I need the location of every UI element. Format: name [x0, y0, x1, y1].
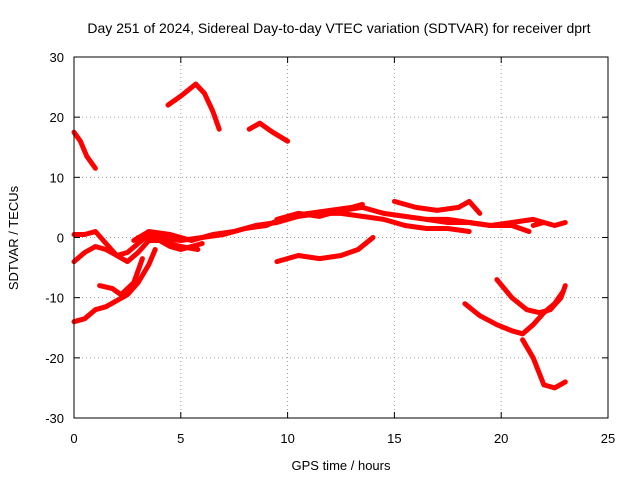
- x-tick-label: 20: [494, 431, 508, 446]
- data-track-16: [494, 277, 568, 316]
- y-tick-label: 30: [50, 50, 64, 65]
- chart-title: Day 251 of 2024, Sidereal Day-to-day VTE…: [87, 20, 590, 36]
- axis-ticks: 0 5 10 15 20 25 -30 -20 -10 0 10 20 30: [45, 50, 615, 446]
- x-tick-label: 25: [601, 431, 615, 446]
- y-tick-label: 0: [57, 231, 64, 246]
- data-track-2: [165, 81, 222, 132]
- data-track-3: [246, 120, 291, 144]
- data-track-14: [530, 220, 568, 228]
- data-track-7: [97, 256, 145, 298]
- data-track-1: [71, 129, 98, 171]
- x-tick-label: 15: [387, 431, 401, 446]
- x-tick-label: 5: [177, 431, 184, 446]
- y-axis-label: SDTVAR / TECUs: [6, 185, 21, 290]
- y-tick-label: 10: [50, 170, 64, 185]
- data-track-11: [274, 235, 376, 265]
- x-tick-label: 0: [70, 431, 77, 446]
- y-tick-label: -10: [45, 291, 64, 306]
- y-tick-label: -30: [45, 411, 64, 426]
- data-track-13: [423, 216, 547, 228]
- data-track-8: [131, 210, 472, 243]
- y-tick-label: 20: [50, 110, 64, 125]
- data-track-6: [71, 247, 158, 325]
- data-track-12: [391, 198, 483, 216]
- data-track-9: [135, 235, 201, 252]
- data-track-5: [71, 238, 205, 265]
- y-tick-label: -20: [45, 351, 64, 366]
- data-track-17: [520, 337, 568, 391]
- x-tick-label: 10: [280, 431, 294, 446]
- data-tracks: [71, 81, 568, 391]
- x-axis-label: GPS time / hours: [292, 458, 391, 473]
